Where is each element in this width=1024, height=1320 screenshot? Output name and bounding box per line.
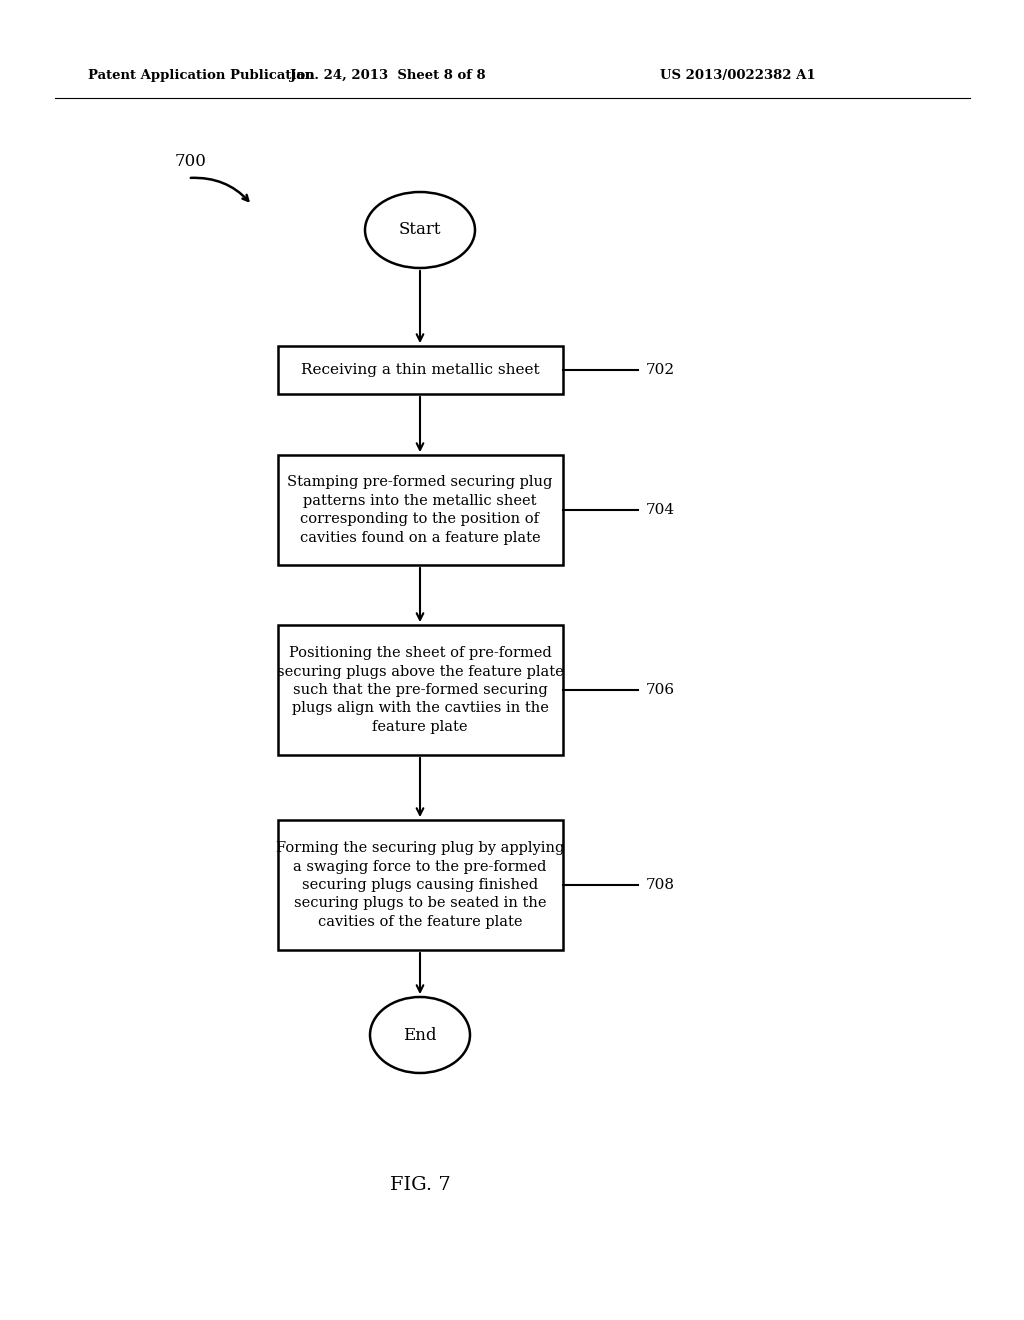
- Text: Patent Application Publication: Patent Application Publication: [88, 69, 314, 82]
- Text: 700: 700: [175, 153, 207, 170]
- Text: Receiving a thin metallic sheet: Receiving a thin metallic sheet: [301, 363, 540, 378]
- Text: Forming the securing plug by applying
a swaging force to the pre-formed
securing: Forming the securing plug by applying a …: [275, 841, 564, 929]
- Text: 704: 704: [645, 503, 675, 517]
- Text: Stamping pre-formed securing plug
patterns into the metallic sheet
corresponding: Stamping pre-formed securing plug patter…: [288, 475, 553, 545]
- Text: 708: 708: [645, 878, 675, 892]
- Text: End: End: [403, 1027, 437, 1044]
- Text: 706: 706: [645, 682, 675, 697]
- Text: Start: Start: [398, 222, 441, 239]
- Text: FIG. 7: FIG. 7: [389, 1176, 451, 1195]
- Text: 702: 702: [645, 363, 675, 378]
- Text: US 2013/0022382 A1: US 2013/0022382 A1: [660, 69, 816, 82]
- Text: Jan. 24, 2013  Sheet 8 of 8: Jan. 24, 2013 Sheet 8 of 8: [290, 69, 485, 82]
- Text: Positioning the sheet of pre-formed
securing plugs above the feature plate
such : Positioning the sheet of pre-formed secu…: [276, 647, 563, 734]
